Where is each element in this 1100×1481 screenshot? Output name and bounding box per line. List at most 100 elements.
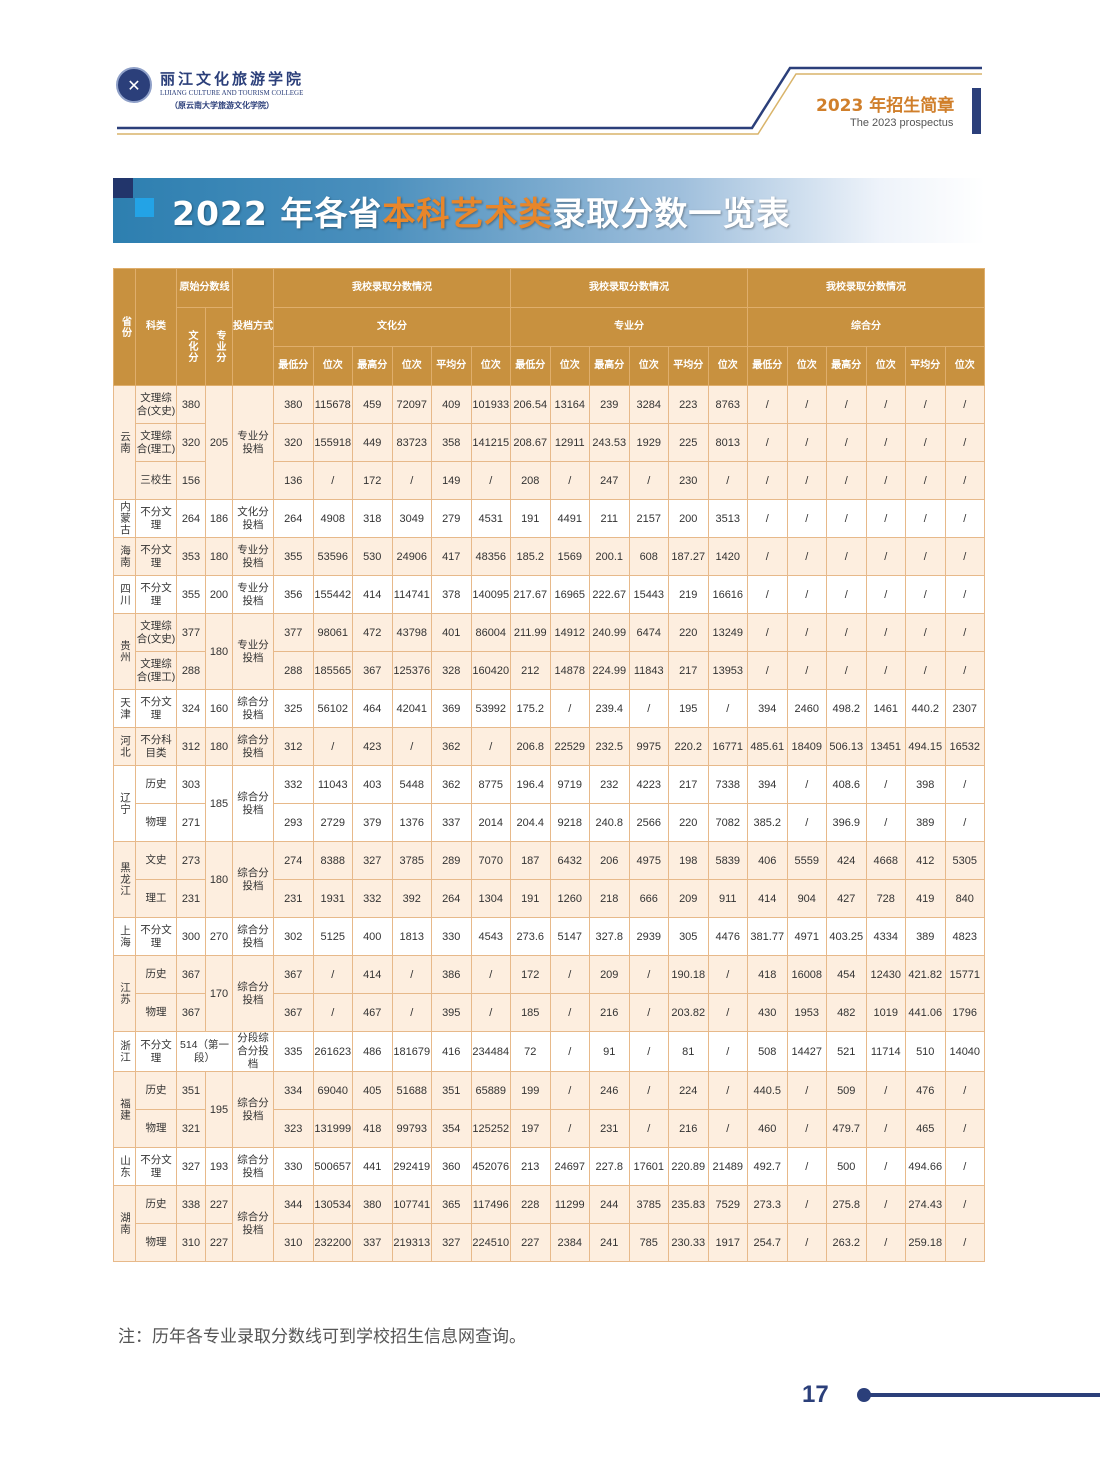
table-row: 辽宁 历史 303 185 综合分投档 332 11043 403 5448 362 8775 196… [113, 765, 985, 842]
score-cell: 1931 [312, 879, 353, 918]
header-sub-column: 位次 [549, 346, 590, 386]
score-cell: / [944, 651, 985, 690]
score-cell: / [905, 499, 946, 538]
score-cell: / [786, 461, 827, 500]
score-cell: 318 [352, 499, 393, 538]
score-cell: 358 [431, 423, 472, 462]
score-cell: 530 [352, 537, 393, 576]
score-cell: 13164 [549, 385, 590, 424]
score-cell: 16532 [944, 727, 985, 766]
culture-line-cell: 353 [176, 537, 206, 576]
score-cell: 412 [905, 841, 946, 880]
score-cell: 2460 [786, 689, 827, 728]
score-cell: 332 [273, 765, 314, 804]
score-cell: 274 [273, 841, 314, 880]
table-row: 三校生 156 136/172/149/208/247/230// / / / / / [114, 461, 985, 500]
table-row: 福建 历史 351 195 综合分投档 334 69040 405 51688 351 65889 1… [113, 1071, 985, 1148]
header-sub-column: 位次 [865, 346, 906, 386]
score-cell: 191 [510, 499, 551, 538]
score-cell: 3785 [628, 1185, 669, 1224]
score-cell: / [707, 955, 748, 994]
culture-line-cell: 367 [176, 955, 206, 994]
score-cell: / [944, 765, 985, 804]
score-cell: 327 [352, 841, 393, 880]
score-cell: / [865, 385, 906, 424]
score-cell: 421.82 [905, 955, 946, 994]
score-cell: 223 [668, 385, 709, 424]
score-cell: 261623 [312, 1031, 353, 1072]
subject-cell: 不分文理 [135, 575, 177, 614]
mode-cell: 综合分投档 [232, 1147, 274, 1186]
score-cell: 15443 [628, 575, 669, 614]
header-sub-column: 位次 [391, 346, 432, 386]
score-cell: 222.67 [589, 575, 630, 614]
score-cell: 235.83 [668, 1185, 709, 1224]
title-suffix: 录取分数一览表 [552, 194, 791, 233]
score-cell: 728 [865, 879, 906, 918]
score-cell: 292419 [391, 1147, 432, 1186]
score-cell: 117496 [470, 1185, 511, 1224]
major-line-cell: 186 [205, 499, 233, 538]
score-cell: 2014 [470, 803, 511, 842]
banner-square-light [135, 198, 154, 217]
major-line-cell: 180 [205, 537, 233, 576]
score-cell: 9719 [549, 765, 590, 804]
score-cell: 380 [273, 385, 314, 424]
score-cell: 288 [273, 651, 314, 690]
score-cell: 312 [273, 727, 314, 766]
score-cell: / [826, 613, 867, 652]
score-cell: 16616 [707, 575, 748, 614]
score-cell: / [312, 993, 353, 1032]
score-cell: 424 [826, 841, 867, 880]
score-cell: 367 [273, 955, 314, 994]
header-decoration-lines [117, 66, 982, 135]
table-row: 江苏 历史 367 170 综合分投档 367/414/386/172/209/190.1… [113, 955, 985, 1032]
table-row: 天津 不分文理 324 160 综合分投档 325 56102 464 42041 369 5399… [113, 689, 985, 728]
score-cell: 12430 [865, 955, 906, 994]
score-cell: 521 [826, 1031, 867, 1072]
score-cell: / [391, 993, 432, 1032]
score-cell: 140095 [470, 575, 511, 614]
score-cell: 479.7 [826, 1109, 867, 1148]
province-cell: 辽宁 [113, 765, 136, 842]
score-cell: 17601 [628, 1147, 669, 1186]
score-cell: 2307 [944, 689, 985, 728]
score-cell: / [747, 537, 788, 576]
table-row: 山东 不分文理 327 193 综合分投档 330 500657 441 292419 360 45… [113, 1147, 985, 1186]
subject-cell: 三校生 [135, 461, 177, 500]
header-major-line: 专业分 [205, 307, 233, 386]
score-cell: / [865, 613, 906, 652]
score-cell: 840 [944, 879, 985, 918]
culture-line-cell: 271 [176, 803, 206, 842]
mode-cell: 综合分投档 [232, 727, 274, 766]
score-cell: / [865, 423, 906, 462]
score-cell: 220.89 [668, 1147, 709, 1186]
score-cell: 2566 [628, 803, 669, 842]
score-cell: 218 [589, 879, 630, 918]
header-sub-column: 位次 [312, 346, 353, 386]
score-cell: 417 [431, 537, 472, 576]
table-row: 河北 不分科目类 312 180 综合分投档 312/423/362/206.8 22529… [113, 727, 985, 766]
score-cell: 2157 [628, 499, 669, 538]
score-cell: 369 [431, 689, 472, 728]
score-cell: / [549, 689, 590, 728]
score-cell: 13249 [707, 613, 748, 652]
score-cell: 1461 [865, 689, 906, 728]
score-cell: 377 [273, 613, 314, 652]
header-sub-column: 位次 [470, 346, 511, 386]
score-cell: 197 [510, 1109, 551, 1148]
province-cell: 内蒙古 [113, 499, 136, 538]
province-cell: 上海 [113, 917, 136, 956]
score-cell: 3513 [707, 499, 748, 538]
table-row: 物理 321 323 131999 418 99793 354 125252 197/231/2… [114, 1109, 985, 1148]
score-cell: / [944, 613, 985, 652]
score-cell: / [549, 461, 590, 500]
score-cell: 389 [905, 917, 946, 956]
score-cell: 98061 [312, 613, 353, 652]
province-cell: 江苏 [113, 955, 136, 1032]
score-cell: 8763 [707, 385, 748, 424]
score-cell: 240.99 [589, 613, 630, 652]
score-cell: 325 [273, 689, 314, 728]
score-cell: 911 [707, 879, 748, 918]
score-cell: 14878 [549, 651, 590, 690]
